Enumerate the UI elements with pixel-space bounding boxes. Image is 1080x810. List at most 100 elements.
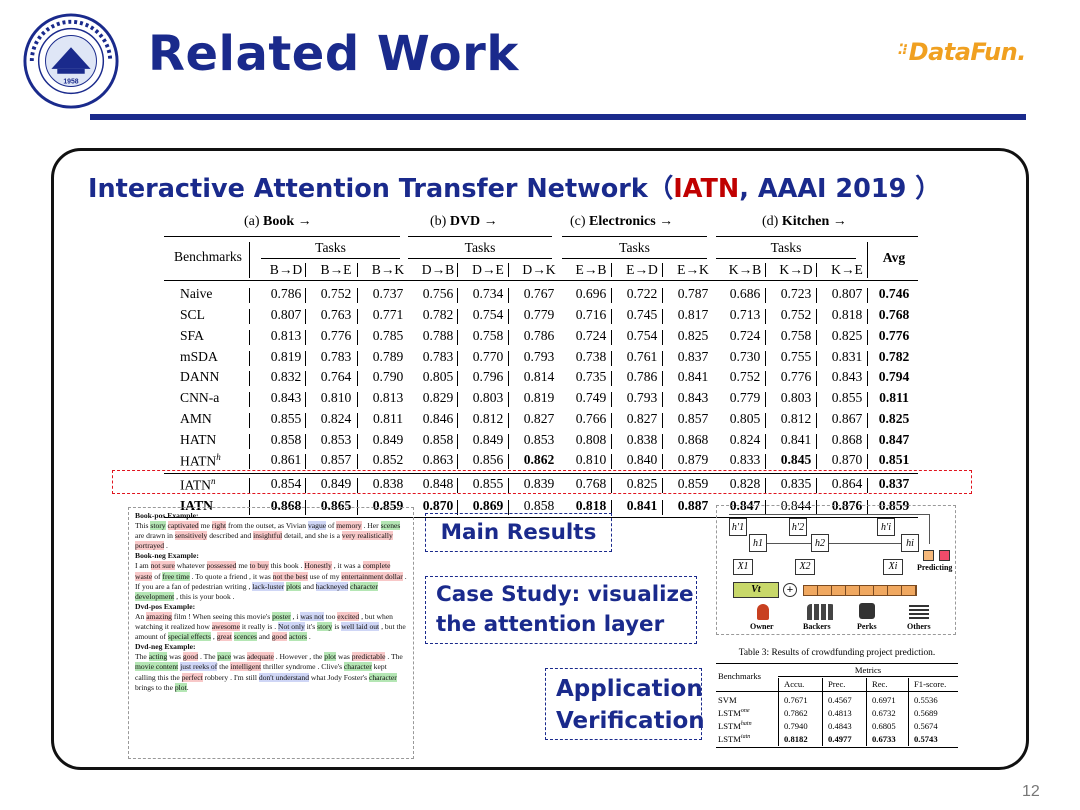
table3-column-separator [822, 678, 823, 746]
result-cell: 0.852 [372, 452, 404, 467]
row-benchmark-name: mSDA [180, 349, 218, 364]
avg-cell: 0.782 [878, 349, 910, 364]
attention-examples-panel: Book-pos Example: This story captivated m… [128, 507, 414, 759]
result-cell: 0.855 [270, 411, 302, 426]
result-cell: 0.813 [270, 328, 302, 343]
result-cell: 0.810 [575, 452, 607, 467]
result-cell: 0.724 [729, 328, 761, 343]
result-cell: 0.786 [626, 369, 658, 384]
column-separator [357, 434, 358, 449]
avg-cell: 0.851 [878, 452, 910, 467]
result-cell: 0.846 [422, 411, 454, 426]
column-separator [357, 454, 358, 469]
icon-label-backers: Backers [803, 622, 831, 631]
result-cell: 0.723 [780, 286, 812, 301]
column-separator [816, 454, 817, 469]
table3-cell: 0.4567 [828, 695, 852, 705]
icon-label-others: Others [907, 622, 931, 631]
column-separator [867, 413, 868, 428]
result-cell: 0.811 [372, 411, 404, 426]
result-cell: 0.779 [729, 390, 761, 405]
column-separator [249, 413, 250, 428]
column-separator [662, 434, 663, 449]
task-column-header: D→B [421, 262, 455, 277]
result-cell: 0.790 [372, 369, 404, 384]
column-separator [611, 454, 612, 469]
result-cell: 0.761 [626, 349, 658, 364]
application-callout: Application Verification [545, 668, 705, 740]
column-separator [508, 351, 509, 366]
result-cell: 0.812 [472, 411, 504, 426]
case-study-line-1: Case Study: visualize [436, 582, 694, 607]
result-cell: 0.817 [677, 307, 709, 322]
result-cell: 0.831 [831, 349, 863, 364]
column-separator [508, 500, 509, 515]
result-cell: 0.752 [320, 286, 352, 301]
group-caption-electronics: (c) Electronics → [570, 214, 674, 229]
perks-icon [859, 603, 875, 619]
task-column-header: B→D [269, 262, 303, 277]
output-box-red [939, 550, 950, 561]
tasks-header: Tasks [619, 240, 650, 255]
slide-subtitle: Interactive Attention Transfer Network（I… [88, 168, 941, 205]
column-separator [357, 263, 358, 277]
content-frame [51, 148, 1029, 770]
result-cell: 0.879 [677, 452, 709, 467]
x-input-i: Xi [883, 559, 903, 575]
result-cell: 0.805 [422, 369, 454, 384]
row-benchmark-name: SCL [180, 307, 205, 322]
tasks-underline [408, 258, 552, 259]
example-text: The acting was good . The pace was adequ… [135, 652, 403, 692]
result-cell: 0.824 [320, 411, 352, 426]
column-separator [611, 288, 612, 303]
column-separator [611, 392, 612, 407]
iatn-highlight-box [112, 470, 972, 494]
result-cell: 0.839 [523, 476, 555, 491]
column-separator [765, 263, 766, 277]
column-separator [765, 371, 766, 386]
column-separator [765, 478, 766, 493]
table3-benchmarks-header: Benchmarks [718, 671, 761, 681]
table3-metrics-header: Metrics [854, 665, 882, 675]
subtitle-model: IATN [673, 174, 740, 204]
column-separator [816, 330, 817, 345]
column-separator [508, 288, 509, 303]
table3-caption: Table 3: Results of crowdfunding project… [738, 648, 936, 658]
column-separator [457, 309, 458, 324]
bottom-rule [164, 517, 918, 519]
result-cell: 0.787 [677, 286, 709, 301]
result-cell: 0.796 [472, 369, 504, 384]
result-cell: 0.814 [523, 369, 555, 384]
table3-column-separator [866, 678, 867, 746]
column-separator [508, 330, 509, 345]
column-separator [508, 454, 509, 469]
result-cell: 0.803 [780, 390, 812, 405]
result-cell: 0.805 [729, 411, 761, 426]
result-cell: 0.793 [523, 349, 555, 364]
crowdfunding-model-diagram: h′1 h′2 h′i h1 h2 hi X1 X2 Xi Vt + Predi… [716, 505, 956, 635]
result-cell: 0.686 [729, 286, 761, 301]
result-cell: 0.845 [780, 452, 812, 467]
table3-cell: 0.5674 [914, 721, 938, 731]
avg-cell: 0.847 [878, 432, 910, 447]
table3-cell: 0.7671 [784, 695, 808, 705]
main-results-label: Main Results [440, 520, 597, 545]
table3-row-name: LSTMhatn [718, 721, 752, 731]
h-top-1: h′1 [729, 518, 747, 536]
result-cell: 0.843 [677, 390, 709, 405]
task-column-header: K→E [831, 262, 863, 277]
table3-cell: 0.7940 [784, 721, 808, 731]
column-separator [357, 392, 358, 407]
column-separator [867, 351, 868, 366]
avg-cell: 0.811 [879, 390, 909, 405]
result-cell: 0.713 [729, 307, 761, 322]
h-bottom-i: hi [901, 534, 919, 552]
row-benchmark-name: IATNn [180, 476, 216, 493]
table3-cell: 0.8182 [784, 734, 808, 744]
column-separator [457, 263, 458, 277]
column-separator [457, 392, 458, 407]
result-cell: 0.758 [780, 328, 812, 343]
benchmarks-header: Benchmarks [174, 249, 242, 264]
result-cell: 0.782 [422, 307, 454, 322]
column-separator [662, 288, 663, 303]
